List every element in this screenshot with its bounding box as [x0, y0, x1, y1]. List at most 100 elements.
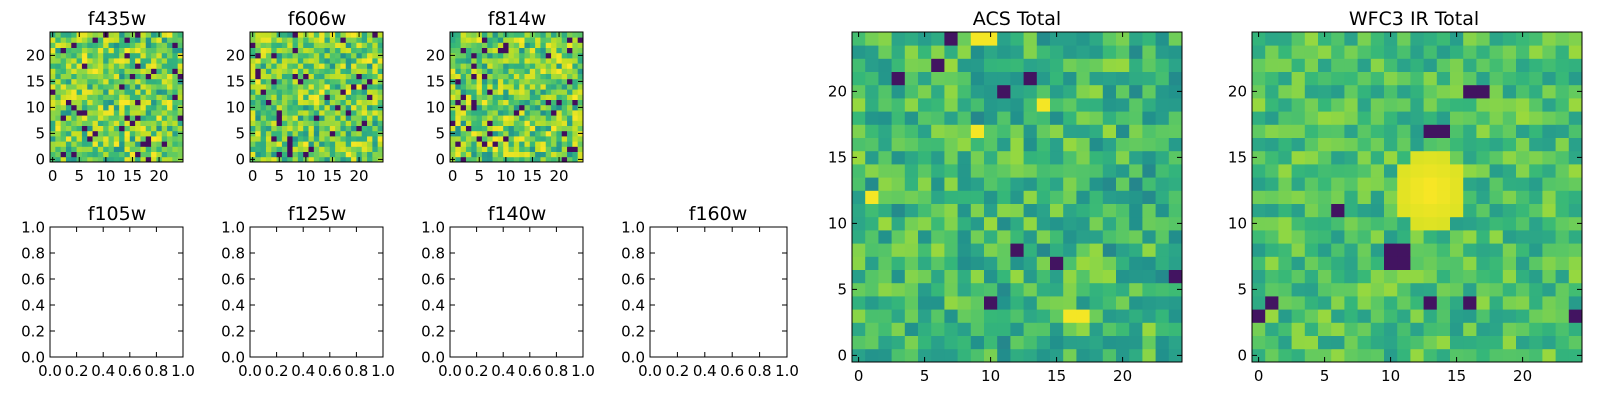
heatmap-cell [878, 269, 892, 284]
heatmap-cell [161, 141, 168, 147]
heatmap-cell [108, 130, 115, 137]
heatmap-cell [1142, 98, 1156, 112]
heatmap-cell [572, 32, 579, 38]
heatmap-cell [119, 52, 125, 59]
heatmap-cell [1063, 230, 1077, 244]
heatmap-cell [455, 141, 462, 147]
heatmap-cell [1436, 98, 1451, 112]
heatmap-cell [460, 99, 467, 106]
heatmap-cell [487, 63, 493, 69]
heatmap-cell [1370, 98, 1385, 112]
heatmap-cell [356, 141, 363, 147]
heatmap-cell [308, 151, 315, 158]
heatmap-cell [303, 73, 309, 80]
heatmap-cell [1436, 335, 1451, 350]
heatmap-cell [260, 110, 267, 116]
heatmap-cell [1116, 137, 1130, 152]
heatmap-cell [481, 115, 488, 121]
heatmap-cell [351, 130, 357, 137]
heatmap-cell [577, 115, 584, 121]
heatmap-cell [156, 68, 163, 74]
heatmap-cell [324, 156, 331, 163]
heatmap-cell [1142, 71, 1156, 86]
heatmap-cell [1555, 309, 1570, 323]
heatmap-cell [345, 37, 352, 43]
heatmap-cell [997, 32, 1011, 46]
heatmap-cell [1089, 164, 1104, 178]
heatmap-cell [471, 47, 477, 54]
heatmap-cell [1410, 45, 1424, 59]
heatmap-cell [1357, 203, 1372, 218]
heatmap-cell [60, 73, 67, 80]
heatmap-cell [891, 71, 906, 86]
heatmap-cell [891, 348, 906, 363]
heatmap-cell [1023, 177, 1038, 191]
heatmap-cell [1357, 243, 1372, 257]
heatmap-cell [124, 89, 131, 95]
heatmap-cell [71, 78, 77, 85]
heatmap-cell [361, 156, 368, 163]
heatmap-cell [918, 282, 932, 297]
heatmap-cell [524, 104, 531, 111]
heatmap-cell [476, 89, 483, 95]
heatmap-cell [124, 68, 131, 74]
heatmap-cell [324, 146, 331, 152]
heatmap-cell [904, 84, 919, 99]
heatmap-cell [313, 63, 320, 69]
heatmap-cell [1370, 309, 1385, 323]
heatmap-cell [1529, 335, 1543, 350]
heatmap-cell [151, 156, 157, 163]
heatmap-cell [1436, 71, 1451, 86]
heatmap-cell [108, 52, 115, 59]
heatmap-cell [161, 84, 168, 90]
heatmap-cell [577, 141, 584, 147]
heatmap-cell [476, 141, 483, 147]
heatmap-cell [1063, 71, 1077, 86]
heatmap-cell [167, 151, 173, 158]
heatmap-cell [1063, 124, 1077, 138]
heatmap-cell [335, 37, 341, 43]
heatmap-cell [351, 42, 357, 48]
heatmap-cell [471, 130, 477, 137]
heatmap-cell [1116, 164, 1130, 178]
heatmap-cell [308, 136, 315, 142]
heatmap-cell [319, 63, 325, 69]
heatmap-cell [524, 136, 531, 142]
heatmap-cell [87, 37, 93, 43]
heatmap-cell [1410, 309, 1424, 323]
heatmap-cell [308, 104, 315, 111]
heatmap-cell [140, 125, 147, 132]
heatmap-cell [1010, 269, 1024, 284]
heatmap-cell [513, 68, 520, 74]
heatmap-cell [361, 84, 368, 90]
heatmap-cell [1291, 309, 1306, 323]
heatmap-cell [313, 37, 320, 43]
heatmap-cell [297, 99, 304, 106]
heatmap-cell [931, 309, 945, 323]
heatmap-cell [1397, 190, 1411, 204]
heatmap-cell [551, 94, 557, 100]
heatmap-cell [297, 42, 304, 48]
heatmap-cell [567, 47, 573, 54]
heatmap-cell [1089, 269, 1104, 284]
heatmap-cell [561, 37, 568, 43]
heatmap-cell [271, 84, 277, 90]
heatmap-cell [450, 146, 456, 152]
heatmap-cell [1502, 203, 1517, 218]
heatmap-cell [1089, 348, 1104, 363]
heatmap-cell [455, 37, 462, 43]
heatmap-cell [476, 94, 483, 100]
heatmap-cell [1102, 230, 1117, 244]
heatmap-cell [1168, 164, 1183, 178]
heatmap-cell [497, 130, 504, 137]
heatmap-cell [567, 156, 573, 163]
heatmap-cell [260, 125, 267, 132]
heatmap-cell [572, 130, 579, 137]
heatmap-cell [551, 63, 557, 69]
heatmap-cell [1542, 203, 1556, 218]
heatmap-cell [65, 104, 72, 111]
heatmap-cell [1450, 269, 1464, 284]
heatmap-cell [319, 84, 325, 90]
